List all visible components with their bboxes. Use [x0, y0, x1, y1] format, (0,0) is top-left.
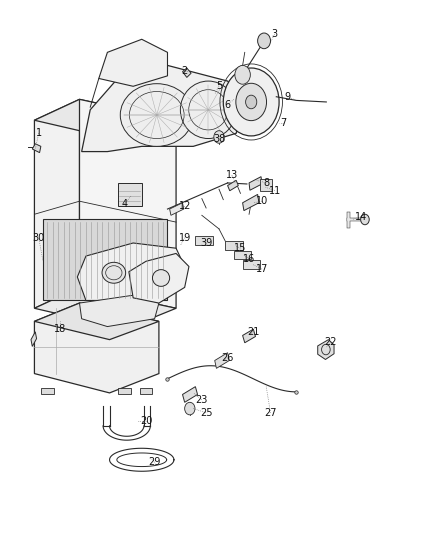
Polygon shape	[35, 303, 159, 340]
Polygon shape	[170, 203, 184, 215]
Text: 19: 19	[179, 233, 191, 243]
Text: 22: 22	[325, 337, 337, 347]
Polygon shape	[81, 66, 245, 151]
Polygon shape	[183, 68, 191, 77]
Text: 18: 18	[54, 324, 66, 334]
Polygon shape	[243, 260, 260, 269]
Text: 9: 9	[285, 92, 291, 102]
Ellipse shape	[152, 270, 170, 286]
Polygon shape	[79, 99, 176, 308]
Polygon shape	[249, 176, 262, 190]
Circle shape	[360, 214, 369, 225]
Text: 1: 1	[35, 128, 42, 138]
Circle shape	[258, 33, 271, 49]
Polygon shape	[99, 39, 167, 86]
Text: 39: 39	[200, 238, 212, 248]
Text: 26: 26	[221, 353, 234, 363]
Text: 5: 5	[216, 82, 222, 91]
Polygon shape	[35, 99, 176, 141]
Polygon shape	[243, 195, 259, 211]
Text: 8: 8	[263, 178, 269, 188]
Polygon shape	[228, 180, 238, 191]
Polygon shape	[226, 241, 243, 250]
Polygon shape	[78, 243, 185, 301]
Polygon shape	[79, 295, 159, 327]
Text: 29: 29	[148, 457, 161, 467]
Text: 13: 13	[226, 170, 238, 180]
Polygon shape	[129, 254, 189, 303]
Text: 17: 17	[256, 264, 268, 274]
Text: 2: 2	[181, 66, 188, 76]
Ellipse shape	[180, 81, 236, 139]
Text: 21: 21	[247, 327, 260, 337]
Polygon shape	[183, 386, 198, 402]
Ellipse shape	[102, 262, 126, 283]
Bar	[140, 388, 152, 394]
Bar	[195, 236, 213, 245]
Polygon shape	[234, 251, 251, 259]
Text: 10: 10	[256, 196, 268, 206]
Text: 15: 15	[234, 243, 247, 253]
Bar	[260, 179, 272, 191]
Text: 38: 38	[213, 134, 225, 143]
Text: 6: 6	[225, 100, 231, 110]
Polygon shape	[318, 340, 334, 359]
Circle shape	[214, 131, 224, 143]
Bar	[118, 388, 131, 394]
Polygon shape	[31, 332, 36, 346]
Text: 20: 20	[140, 416, 152, 425]
Text: 3: 3	[272, 29, 278, 39]
Text: 23: 23	[196, 395, 208, 405]
Text: 12: 12	[178, 201, 191, 212]
Bar	[118, 183, 142, 206]
Circle shape	[185, 402, 195, 415]
Ellipse shape	[120, 84, 193, 147]
Text: 14: 14	[354, 212, 367, 222]
Polygon shape	[32, 144, 41, 152]
Text: 11: 11	[268, 186, 281, 196]
Text: 25: 25	[200, 408, 212, 418]
Circle shape	[223, 68, 279, 136]
Text: 4: 4	[121, 199, 127, 209]
Text: 16: 16	[243, 254, 255, 264]
Polygon shape	[243, 329, 255, 343]
Polygon shape	[35, 287, 176, 329]
Circle shape	[236, 83, 267, 120]
Text: 30: 30	[32, 233, 45, 243]
Circle shape	[246, 95, 257, 109]
Polygon shape	[35, 303, 159, 393]
Polygon shape	[215, 353, 230, 368]
Polygon shape	[35, 99, 79, 308]
Circle shape	[235, 66, 251, 84]
Text: 7: 7	[280, 118, 286, 128]
Text: 27: 27	[264, 408, 277, 418]
Bar	[41, 388, 54, 394]
Polygon shape	[43, 220, 167, 301]
